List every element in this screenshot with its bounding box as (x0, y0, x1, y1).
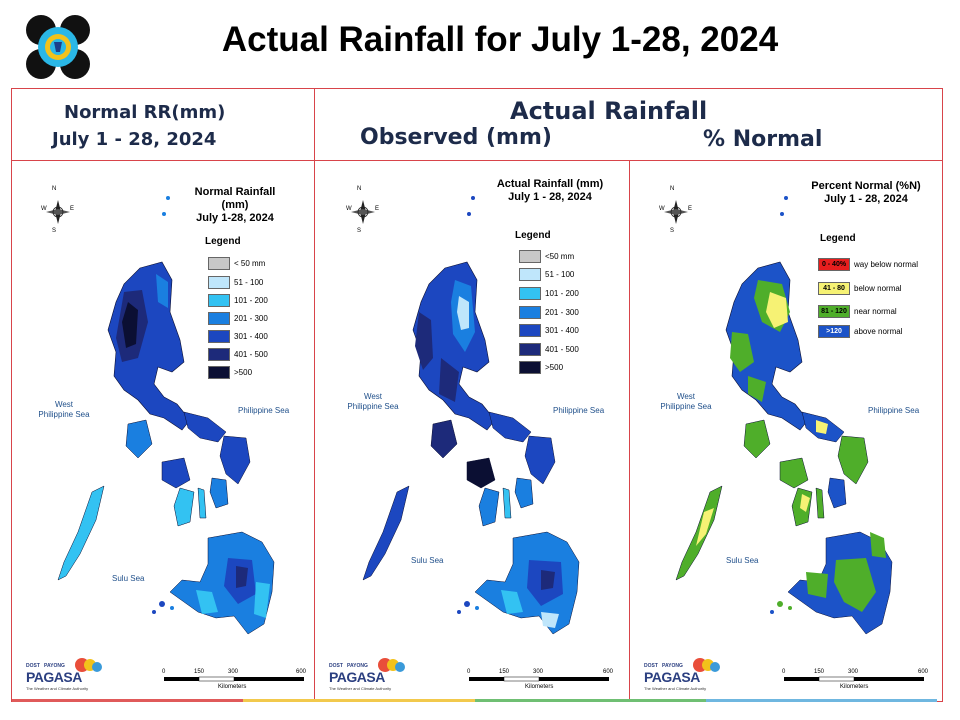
legend-item: 41 - 80 below normal (818, 282, 902, 295)
sea-label-west: West Philippine Sea (347, 392, 399, 411)
compass-n: N (357, 186, 362, 192)
philippines-map-normal (46, 196, 304, 682)
sea-label-east: Philippine Sea (553, 406, 605, 415)
pagasa-branding: DOST PAYONG PAGASA The Weather and Clima… (26, 663, 89, 691)
compass-e: E (688, 206, 693, 212)
pagasa-branding: DOST PAYONG PAGASA The Weather and Clima… (329, 663, 392, 691)
map-title-line2: July 1-28, 2024 (196, 212, 274, 224)
map-panel-percent: N S W E Percent Normal (%N) July 1 - 28,… (630, 162, 942, 700)
compass-w: W (346, 206, 352, 212)
header-observed: Observed (mm) (360, 125, 552, 150)
compass-w: W (41, 206, 47, 212)
scale-tick: 300 (848, 669, 859, 675)
header-normal-frame (11, 88, 315, 161)
legend-item: 301 - 400 (208, 330, 268, 343)
scale-bar (164, 676, 304, 682)
legend-item: < 50 mm (208, 257, 265, 270)
scale-tick: 150 (194, 669, 205, 675)
bottom-color-strip (12, 699, 937, 702)
legend-item: 81 - 120 near normal (818, 305, 897, 318)
legend-item: 51 - 100 (519, 268, 574, 281)
scale-tick: 600 (603, 669, 614, 675)
legend-item: <50 mm (519, 250, 574, 263)
legend-item: >500 (519, 361, 563, 374)
compass-n: N (52, 186, 57, 192)
slide-title: Actual Rainfall for July 1-28, 2024 (221, 20, 779, 59)
pagasa-branding: DOST PAYONG PAGASA The Weather and Clima… (644, 663, 707, 691)
legend-item: 101 - 200 (208, 294, 268, 307)
legend-item: 401 - 500 (519, 343, 579, 356)
compass-s: S (670, 228, 675, 234)
scale-tick: 600 (296, 669, 307, 675)
map-panel-observed: N S W E Actual Rainfall (mm) July 1 - 28… (315, 162, 629, 700)
map-title-normal: Normal Rainfall (mm) July 1-28, 2024 (180, 186, 290, 225)
sea-label-sulu: Sulu Sea (411, 556, 444, 565)
map-panel-normal: N S W E Normal Rainfall (mm) July 1-28, … (12, 162, 314, 700)
compass-w: W (659, 206, 665, 212)
legend-item: 51 - 100 (208, 276, 263, 289)
scale-tick: 0 (467, 669, 471, 675)
compass-s: S (52, 228, 57, 234)
legend-title: Legend (515, 230, 551, 241)
map-title-observed: Actual Rainfall (mm) July 1 - 28, 2024 (495, 178, 605, 204)
scale-tick: 300 (228, 669, 239, 675)
sea-label-sulu: Sulu Sea (726, 556, 759, 565)
map-title-line1: Actual Rainfall (mm) (496, 178, 604, 190)
scale-tick: 0 (782, 669, 786, 675)
scale-tick: 300 (533, 669, 544, 675)
map-title-line1: Percent Normal (%N) (811, 180, 921, 192)
sea-label-east: Philippine Sea (868, 406, 920, 415)
pagasa-seal-logo (26, 15, 90, 79)
legend-item: 101 - 200 (519, 287, 579, 300)
scale-tick: 150 (499, 669, 510, 675)
sea-label-west: West Philippine Sea (660, 392, 712, 411)
compass-n: N (670, 186, 675, 192)
compass-s: S (357, 228, 362, 234)
header-percent-normal: % Normal (703, 127, 823, 152)
scale-tick: 150 (814, 669, 825, 675)
sea-label-east: Philippine Sea (238, 406, 290, 415)
scale-tick: 600 (918, 669, 929, 675)
legend-item: >120 above normal (818, 325, 902, 338)
header-normal-dates: July 1 - 28, 2024 (52, 129, 217, 150)
legend-item: 0 - 40% way below normal (818, 258, 918, 271)
header-normal-rr: Normal RR(mm) (64, 102, 226, 123)
scale-tick: 0 (162, 669, 166, 675)
legend-item: >500 (208, 366, 252, 379)
header-actual-rainfall: Actual Rainfall (510, 97, 708, 125)
legend-item: 401 - 500 (208, 348, 268, 361)
sea-label-west: West Philippine Sea (38, 400, 90, 419)
legend-item: 201 - 300 (519, 306, 579, 319)
compass-rose (46, 200, 70, 224)
map-title-line2: July 1 - 28, 2024 (824, 193, 908, 205)
map-title-percent: Percent Normal (%N) July 1 - 28, 2024 (806, 180, 926, 206)
legend-item: 201 - 300 (208, 312, 268, 325)
scale-unit: Kilometers (218, 684, 247, 690)
legend-title: Legend (820, 233, 856, 244)
legend-item: 301 - 400 (519, 324, 579, 337)
sea-label-sulu: Sulu Sea (112, 574, 145, 583)
scale-unit: Kilometers (840, 684, 869, 690)
scale-unit: Kilometers (525, 684, 554, 690)
compass-e: E (70, 206, 75, 212)
legend-title: Legend (205, 236, 241, 247)
map-title-line2: July 1 - 28, 2024 (508, 191, 592, 203)
compass-e: E (375, 206, 380, 212)
philippines-map-percent (664, 196, 924, 682)
map-title-line1: Normal Rainfall (mm) (194, 186, 276, 211)
philippines-map-observed (351, 196, 609, 682)
